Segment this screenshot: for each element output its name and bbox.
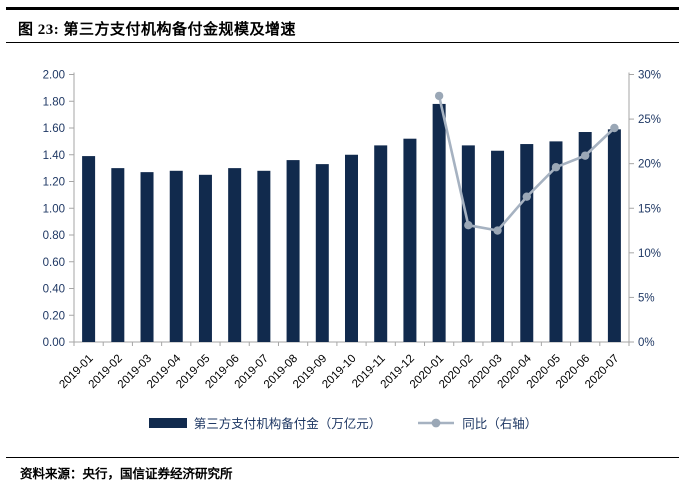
line-series-swatch bbox=[418, 418, 455, 427]
bar-2019-06 bbox=[228, 168, 242, 342]
source-text: 资料来源：央行，国信证券经济研究所 bbox=[20, 467, 233, 481]
chart-legend: 第三方支付机构备付金（万亿元） 同比（右轴） bbox=[0, 413, 686, 432]
y-left-tick-label: 0.00 bbox=[43, 337, 65, 349]
y-right-tick-label: 30% bbox=[638, 70, 661, 82]
y-right-tick-label: 20% bbox=[638, 159, 661, 171]
bar-series-swatch bbox=[148, 417, 187, 428]
y-left-tick-label: 1.00 bbox=[43, 203, 65, 215]
bar-2019-02 bbox=[111, 168, 125, 342]
bar-2019-04 bbox=[169, 170, 183, 342]
bar-2019-10 bbox=[345, 154, 358, 342]
line-point-2020-01 bbox=[434, 91, 444, 101]
line-point-2020-04 bbox=[522, 192, 531, 201]
line-point-2020-03 bbox=[493, 226, 502, 235]
y-left-tick-label: 2.00 bbox=[43, 70, 65, 82]
figure-title: 图 23: 第三方支付机构备付金规模及增速 bbox=[18, 22, 296, 38]
bar-2019-01 bbox=[82, 156, 96, 342]
y-left-tick-label: 1.60 bbox=[43, 123, 65, 135]
y-left-tick-label: 0.80 bbox=[43, 230, 65, 242]
line-point-2020-05 bbox=[551, 163, 561, 172]
y-left-tick-label: 0.20 bbox=[43, 310, 65, 322]
y-left-tick-label: 1.40 bbox=[43, 150, 65, 162]
bar-2019-05 bbox=[198, 174, 212, 342]
bar-2019-08 bbox=[286, 160, 300, 342]
bar-2020-02 bbox=[461, 145, 475, 342]
bar-2020-07 bbox=[607, 129, 621, 342]
y-left-tick-label: 0.40 bbox=[43, 284, 65, 296]
line-point-2020-02 bbox=[464, 220, 473, 230]
y-right-tick-label: 25% bbox=[638, 114, 661, 126]
legend-item-bar-series: 第三方支付机构备付金（万亿元） bbox=[148, 413, 382, 432]
bar-2020-01 bbox=[432, 103, 446, 342]
bar-2019-11 bbox=[374, 145, 388, 342]
y-right-tick-label: 10% bbox=[638, 248, 661, 260]
bar-2020-06 bbox=[578, 132, 592, 342]
line-series-label: 同比（右轴） bbox=[462, 417, 538, 431]
bar-2019-12 bbox=[403, 138, 417, 342]
title-top-rule bbox=[6, 7, 679, 10]
line-point-2020-07 bbox=[610, 123, 619, 133]
bar-2019-09 bbox=[315, 164, 329, 342]
y-right-tick-label: 5% bbox=[638, 292, 655, 304]
bar-2019-07 bbox=[257, 170, 271, 342]
title-bottom-rule bbox=[6, 42, 679, 43]
line-point-2020-06 bbox=[580, 151, 590, 160]
y-left-tick-label: 1.20 bbox=[43, 177, 65, 189]
y-left-tick-label: 0.60 bbox=[43, 257, 65, 269]
source-note: 资料来源：央行，国信证券经济研究所 bbox=[6, 457, 679, 483]
bar-2019-03 bbox=[140, 172, 154, 342]
bar-series-label: 第三方支付机构备付金（万亿元） bbox=[193, 417, 382, 431]
legend-item-line-series: 同比（右轴） bbox=[417, 413, 537, 432]
y-right-tick-label: 0% bbox=[638, 337, 655, 349]
y-right-tick-label: 15% bbox=[638, 203, 661, 215]
combo-bar-line-chart: 0.00 0.20 0.40 0.60 0.80 1.00 1.20 1.40 1.60 1.80… bbox=[43, 70, 661, 391]
bar-2020-05 bbox=[549, 141, 563, 342]
bar-2020-04 bbox=[520, 144, 534, 342]
y-left-tick-label: 1.80 bbox=[43, 96, 65, 108]
bar-2020-03 bbox=[491, 150, 505, 342]
